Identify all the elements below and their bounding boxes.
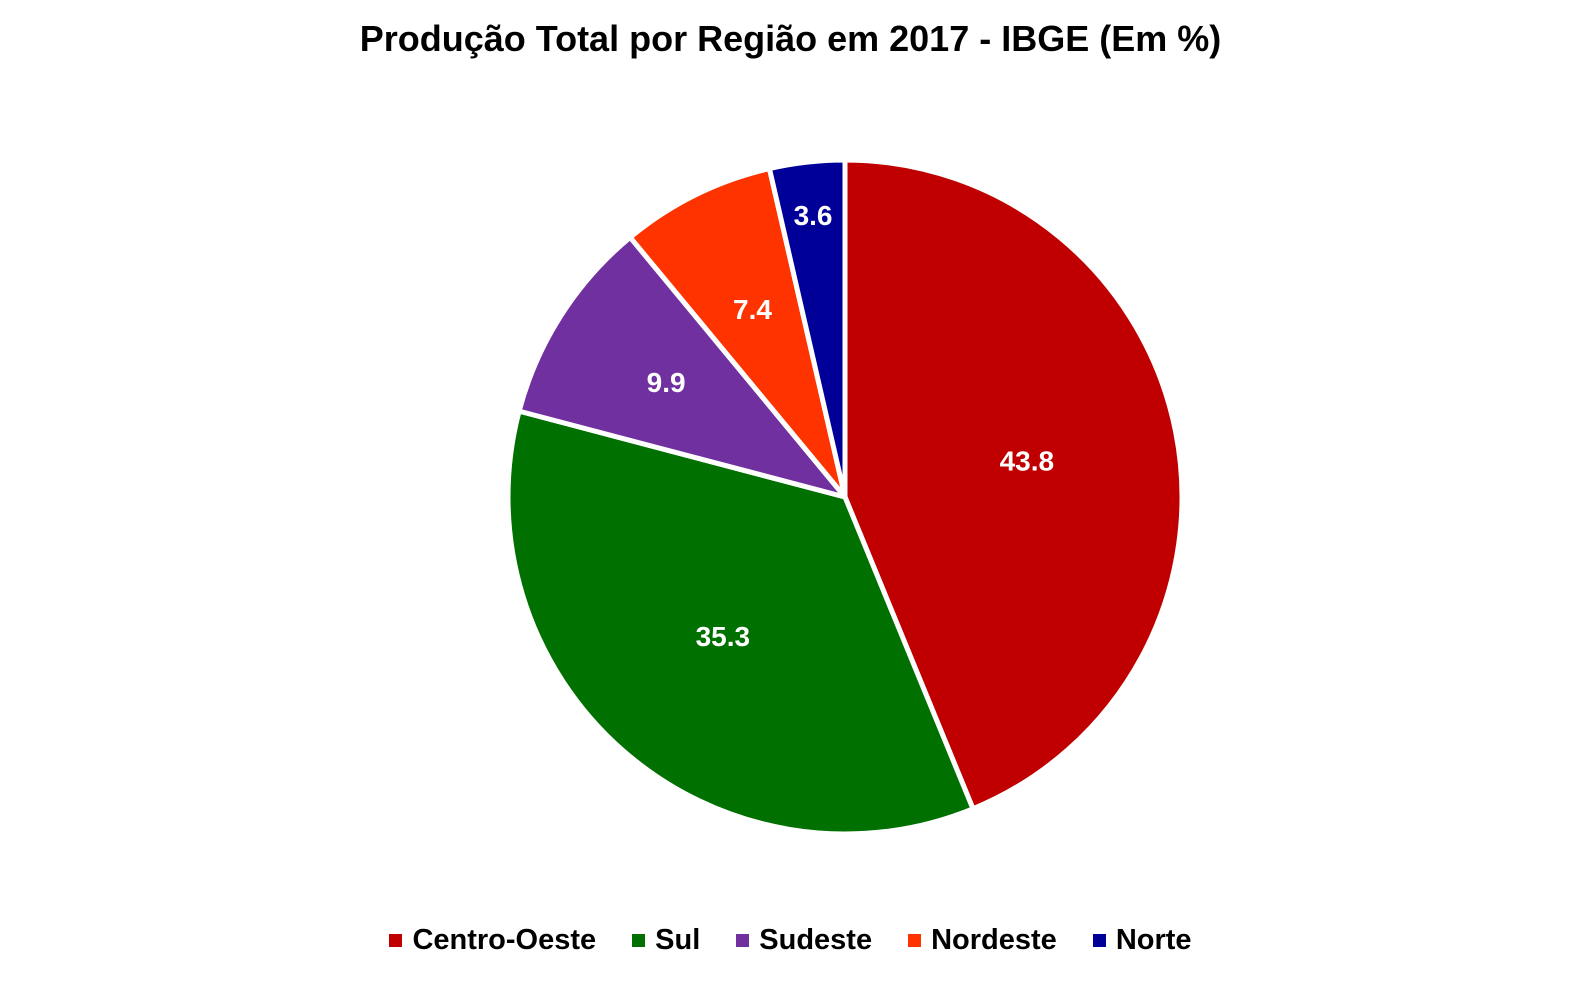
legend-item-sul: Sul [632,924,700,957]
legend-swatch [908,933,922,947]
pie-slice-nordeste [627,166,848,500]
pie-slice-centro-oeste [842,157,1185,812]
legend-label: Sul [655,923,701,956]
legend-item-centro-oeste: Centro-Oeste [389,924,596,957]
chart-title: Produção Total por Região em 2017 - IBGE… [359,18,1222,59]
legend-item-sudeste: Sudeste [736,924,872,957]
legend-swatch [736,933,750,947]
chart-legend: Centro-Oeste Sul Sudeste Nordeste Norte [0,920,1581,960]
pie-slice-sudeste [516,234,848,500]
data-label-norte: 3.6 [794,200,833,231]
legend-swatch [632,933,646,947]
legend-label: Sudeste [759,923,873,956]
pie-slice-sul [505,408,976,837]
legend-label: Centro-Oeste [412,923,597,956]
data-label-sul: 35.3 [696,621,751,652]
legend-swatch [1092,933,1106,947]
legend-label: Nordeste [931,923,1057,956]
legend-item-norte: Norte [1092,923,1192,957]
legend-label: Norte [1115,923,1192,956]
pie-slice-norte [766,157,848,500]
legend-swatch [389,933,403,947]
data-label-nordeste: 7.4 [733,294,772,325]
data-label-centro-oeste: 43.8 [1000,446,1055,477]
data-label-sudeste: 9.9 [647,367,686,398]
legend-item-nordeste: Nordeste [908,924,1057,957]
